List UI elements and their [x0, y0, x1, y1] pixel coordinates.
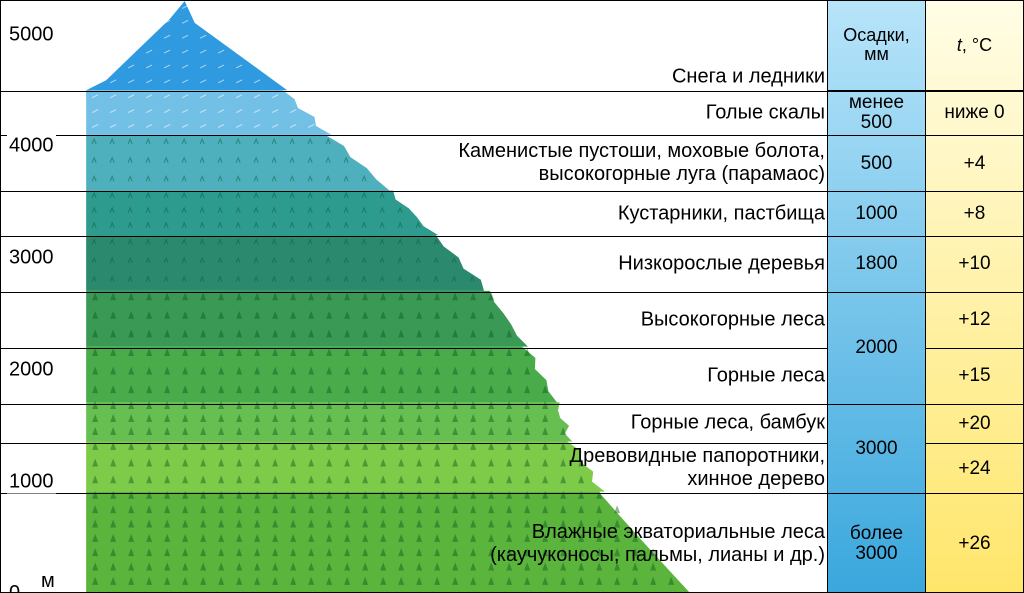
zone-label: Влажные экваториальные леса (каучуконосы…: [490, 521, 825, 567]
temperature-column: t, °C ниже 0+4+8+10+12+15+20+24+26: [925, 1, 1023, 592]
altitude-tick-label: 0: [7, 582, 22, 593]
zone-label: Кустарники, пастбища: [618, 202, 825, 225]
temperature-cell: +12: [926, 292, 1023, 348]
zone-label: Высокогорные леса: [641, 308, 825, 331]
zone-label: Древовидные папоротники, хинное дерево: [570, 445, 825, 491]
precipitation-cell: 1800: [828, 236, 925, 292]
temperature-cell: ниже 0: [926, 91, 1023, 136]
temperature-cell: +26: [926, 493, 1023, 593]
temperature-cell: +15: [926, 348, 1023, 404]
zone-band-snow: [86, 1, 287, 90]
data-columns: Осадки, мм менее 5005001000180020003000б…: [827, 1, 1023, 592]
precipitation-column: Осадки, мм менее 5005001000180020003000б…: [827, 1, 925, 592]
precipitation-cell: более 3000: [828, 493, 925, 593]
zone-label: Снега и ледники: [672, 65, 825, 88]
mountain-area: Снега и ледники Голые скалы Каменистые пус…: [71, 1, 829, 592]
zone-label: Низкорослые деревья: [618, 252, 825, 275]
zone-band-stunted_trees: [86, 235, 484, 291]
precipitation-cell: 1000: [828, 191, 925, 236]
temperature-cell: +8: [926, 191, 1023, 236]
zone-label: Горные леса: [707, 364, 825, 387]
altitude-unit-label: м: [41, 570, 55, 593]
zone-band-shrubs: [86, 191, 438, 236]
precipitation-cell: менее 500: [828, 91, 925, 136]
zone-label: Каменистые пустоши, моховые болота, высо…: [458, 140, 825, 186]
zone-label: Горные леса, бамбук: [631, 412, 825, 435]
altitude-tick-label: 1000: [7, 471, 56, 494]
temperature-cell: +10: [926, 236, 1023, 292]
temperature-cell: +20: [926, 404, 1023, 443]
zone-band-rocks: [86, 90, 331, 135]
precipitation-header: Осадки, мм: [828, 1, 925, 91]
mountain-svg: [71, 1, 829, 592]
altitude-tick-label: 2000: [7, 359, 56, 382]
zone-band-montane_forest: [86, 291, 528, 347]
altitude-tick-label: 4000: [7, 135, 56, 158]
zone-band-mountain_forest: [86, 347, 557, 403]
diagram-root: Снега и ледники Голые скалы Каменистые пус…: [0, 0, 1024, 593]
altitude-tick-label: 3000: [7, 247, 56, 270]
temperature-cell: +24: [926, 443, 1023, 493]
temperature-header: t, °C: [926, 1, 1023, 91]
zone-label: Голые скалы: [706, 101, 825, 124]
precipitation-cell: 3000: [828, 404, 925, 494]
altitude-tick-label: 5000: [7, 23, 56, 46]
precipitation-cell: 2000: [828, 292, 925, 404]
precipitation-cell: 500: [828, 135, 925, 191]
temperature-cell: +4: [926, 135, 1023, 191]
